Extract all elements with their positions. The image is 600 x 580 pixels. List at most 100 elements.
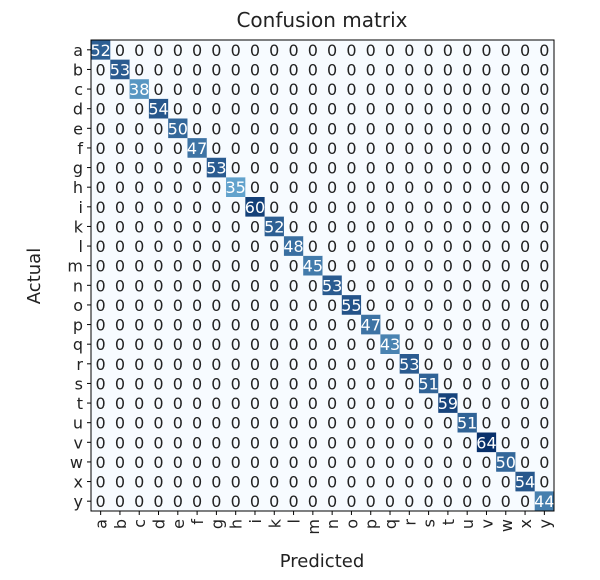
matrix-cell-a-l xyxy=(283,40,304,61)
matrix-cell-value: 0 xyxy=(269,335,279,354)
matrix-cell-i-a xyxy=(91,197,111,218)
x-tick-label-e: e xyxy=(169,519,188,529)
matrix-cell-g-x xyxy=(515,157,536,178)
matrix-cell-value: 0 xyxy=(153,80,163,99)
matrix-cell-n-y xyxy=(534,275,555,296)
matrix-cell-y-t xyxy=(438,491,458,512)
matrix-cell-value: 0 xyxy=(404,159,414,178)
matrix-cell-f-q xyxy=(380,138,401,159)
matrix-cell-value: 0 xyxy=(269,257,279,276)
matrix-cell-value: 0 xyxy=(115,296,125,315)
matrix-cell-x-o xyxy=(341,471,362,492)
matrix-cell-o-f xyxy=(187,295,208,316)
matrix-cell-g-g xyxy=(206,157,227,178)
matrix-cell-o-r xyxy=(399,295,420,316)
matrix-cell-d-m xyxy=(303,98,323,119)
matrix-cell-value: 0 xyxy=(462,100,472,119)
matrix-cell-i-k xyxy=(264,197,285,218)
matrix-cell-value: 0 xyxy=(173,335,183,354)
matrix-cell-l-t xyxy=(438,236,458,257)
matrix-cell-value: 0 xyxy=(443,178,453,197)
matrix-cell-s-v xyxy=(476,373,497,394)
matrix-cell-value: 0 xyxy=(404,198,414,217)
matrix-cell-value: 0 xyxy=(134,178,144,197)
matrix-cell-u-d xyxy=(148,412,169,433)
matrix-cell-value: 0 xyxy=(250,492,260,511)
matrix-cell-value: 53 xyxy=(322,276,342,295)
matrix-cell-value: 0 xyxy=(366,374,376,393)
matrix-cell-value: 0 xyxy=(115,453,125,472)
matrix-cell-r-r xyxy=(399,354,420,375)
matrix-cell-p-t xyxy=(438,314,458,335)
matrix-cell-value: 0 xyxy=(481,41,491,60)
matrix-cell-p-v xyxy=(476,314,497,335)
matrix-cell-w-o xyxy=(341,452,362,473)
matrix-cell-value: 55 xyxy=(341,296,361,315)
matrix-cell-value: 0 xyxy=(385,276,395,295)
matrix-cell-value: 0 xyxy=(231,414,241,433)
matrix-cell-value: 0 xyxy=(308,276,318,295)
matrix-cell-value: 0 xyxy=(462,80,472,99)
matrix-cell-value: 0 xyxy=(462,178,472,197)
matrix-cell-value: 0 xyxy=(269,139,279,158)
matrix-cell-l-a xyxy=(91,236,111,257)
matrix-cell-f-n xyxy=(322,138,343,159)
matrix-cell-v-r xyxy=(399,432,420,453)
matrix-cell-q-e xyxy=(168,334,188,355)
matrix-cell-y-a xyxy=(91,491,111,512)
matrix-cell-k-h xyxy=(226,216,246,237)
matrix-cell-l-x xyxy=(515,236,536,257)
matrix-cell-f-d xyxy=(148,138,169,159)
matrix-cell-a-d xyxy=(148,40,169,61)
matrix-cell-value: 0 xyxy=(308,100,318,119)
matrix-cell-value: 0 xyxy=(250,100,260,119)
matrix-cell-v-h xyxy=(226,432,246,453)
matrix-cell-value: 0 xyxy=(501,217,511,236)
matrix-cell-value: 0 xyxy=(462,473,472,492)
matrix-cell-value: 0 xyxy=(462,257,472,276)
matrix-cell-m-v xyxy=(476,255,497,276)
matrix-cell-a-g xyxy=(206,40,227,61)
matrix-cell-value: 0 xyxy=(173,414,183,433)
matrix-cell-value: 0 xyxy=(288,296,298,315)
matrix-cell-o-c xyxy=(129,295,150,316)
matrix-cell-value: 0 xyxy=(481,178,491,197)
matrix-cell-value: 0 xyxy=(327,355,337,374)
matrix-cell-value: 0 xyxy=(404,394,414,413)
matrix-cell-value: 0 xyxy=(404,296,414,315)
matrix-cell-value: 0 xyxy=(250,119,260,138)
matrix-cell-value: 0 xyxy=(366,394,376,413)
matrix-cell-c-w xyxy=(496,79,516,100)
matrix-cell-u-v xyxy=(476,412,497,433)
matrix-cell-value: 0 xyxy=(153,492,163,511)
matrix-cell-value: 0 xyxy=(288,473,298,492)
matrix-cell-value: 0 xyxy=(153,473,163,492)
matrix-cell-value: 0 xyxy=(173,374,183,393)
matrix-cell-value: 0 xyxy=(96,374,106,393)
matrix-cell-value: 0 xyxy=(327,335,337,354)
matrix-cell-value: 0 xyxy=(327,41,337,60)
matrix-cell-value: 54 xyxy=(515,473,535,492)
matrix-cell-a-p xyxy=(361,40,381,61)
matrix-cell-value: 0 xyxy=(288,100,298,119)
matrix-cell-value: 0 xyxy=(366,100,376,119)
matrix-cell-value: 0 xyxy=(115,41,125,60)
matrix-cell-l-u xyxy=(457,236,478,257)
matrix-cell-value: 0 xyxy=(346,257,356,276)
y-tick-label-r: r xyxy=(76,355,83,374)
matrix-cell-value: 0 xyxy=(288,178,298,197)
matrix-cell-value: 0 xyxy=(346,41,356,60)
matrix-cell-value: 0 xyxy=(501,374,511,393)
matrix-cell-y-b xyxy=(110,491,130,512)
matrix-cell-value: 50 xyxy=(496,453,516,472)
matrix-cell-d-e xyxy=(168,98,188,119)
y-tick-label-g: g xyxy=(73,159,83,178)
matrix-cell-k-y xyxy=(534,216,555,237)
matrix-cell-value: 0 xyxy=(288,80,298,99)
matrix-cell-g-q xyxy=(380,157,401,178)
matrix-cell-value: 0 xyxy=(269,473,279,492)
matrix-cell-q-v xyxy=(476,334,497,355)
matrix-cell-u-x xyxy=(515,412,536,433)
matrix-cell-p-l xyxy=(283,314,304,335)
matrix-cell-value: 0 xyxy=(520,257,530,276)
